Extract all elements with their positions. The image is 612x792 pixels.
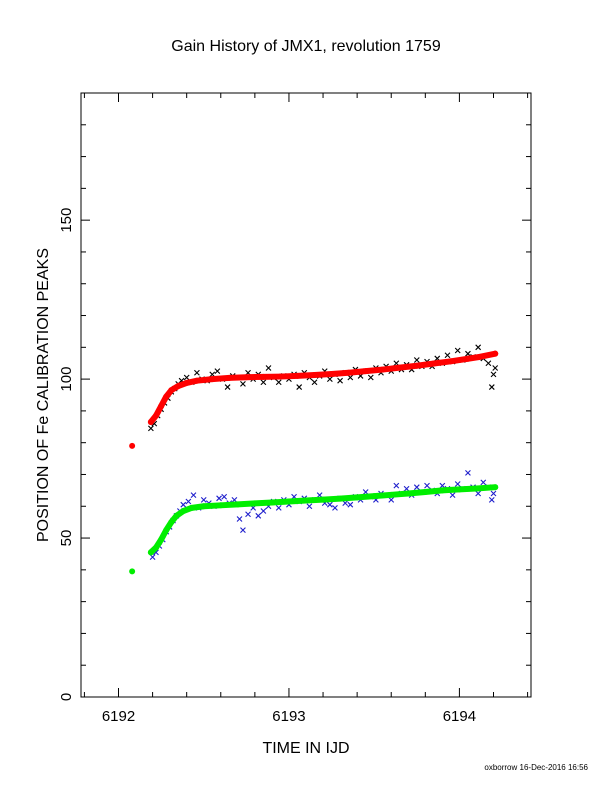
data-point	[337, 377, 343, 384]
data-point	[424, 482, 430, 489]
data-point	[311, 379, 318, 386]
data-point	[490, 371, 497, 378]
data-point	[444, 352, 451, 359]
data-point	[475, 490, 482, 497]
data-point	[388, 497, 395, 503]
data-point	[275, 504, 282, 511]
data-point	[465, 350, 471, 357]
data-point	[224, 384, 231, 390]
data-point	[342, 500, 349, 506]
series-3	[129, 484, 499, 575]
data-point	[332, 504, 338, 511]
data-point	[260, 379, 267, 386]
data-point	[475, 344, 482, 351]
data-point	[275, 379, 282, 386]
data-point	[149, 554, 156, 561]
data-point	[221, 493, 228, 500]
chart-title: Gain History of JMX1, revolution 1759	[171, 38, 441, 55]
fit-point	[129, 442, 136, 449]
data-point	[265, 365, 272, 371]
data-point	[236, 516, 243, 522]
data-point	[480, 479, 487, 486]
data-point	[347, 374, 354, 381]
data-point	[200, 497, 207, 503]
data-point	[413, 484, 420, 491]
data-point	[240, 380, 246, 387]
data-point	[492, 365, 499, 371]
y-tick-label: 150	[58, 208, 75, 233]
data-point	[413, 357, 420, 363]
data-point	[194, 369, 200, 376]
y-axis-label: POSITION OF Fe CALIBRATION PEAKS	[35, 248, 52, 542]
data-point	[183, 374, 190, 381]
data-point	[255, 512, 262, 519]
data-point	[488, 497, 495, 503]
series-0	[147, 344, 499, 432]
data-point	[439, 482, 446, 489]
y-tick-label: 50	[58, 530, 75, 547]
fit-line	[147, 484, 499, 556]
data-point	[465, 469, 471, 476]
data-point	[245, 511, 251, 518]
data-point	[216, 495, 222, 502]
axis-ticks	[81, 92, 531, 698]
data-point	[190, 492, 197, 499]
data-point	[214, 368, 221, 375]
x-tick-label: 6192	[102, 708, 135, 725]
data-point	[488, 384, 495, 390]
data-point	[326, 501, 333, 508]
data-point	[306, 503, 313, 510]
x-axis-label: TIME IN IJD	[262, 740, 349, 757]
data-point	[185, 498, 192, 505]
y-tick-label: 0	[58, 693, 75, 701]
data-point	[180, 501, 187, 508]
fit-line	[147, 350, 499, 426]
data-point	[393, 482, 400, 489]
data-point	[449, 492, 456, 499]
data-point	[147, 425, 154, 432]
data-point	[454, 347, 461, 354]
tick-labels: 6192 6193 6194 0 50 100 150	[58, 208, 476, 725]
data-point	[296, 384, 303, 390]
series-1	[149, 469, 497, 561]
data-point	[485, 360, 492, 367]
series-2	[129, 350, 499, 449]
data-point	[260, 508, 267, 514]
data-point	[240, 527, 246, 533]
footer-credit: oxborrow 16-Dec-2016 16:56	[484, 763, 588, 772]
data-point	[347, 501, 354, 508]
plot-frame	[80, 92, 532, 698]
x-tick-label: 6194	[443, 708, 476, 725]
data-point	[326, 376, 333, 382]
data-marks	[129, 344, 499, 575]
data-point	[403, 485, 410, 492]
x-tick-label: 6193	[272, 708, 305, 725]
fit-point	[129, 568, 136, 575]
y-tick-label: 100	[58, 367, 75, 392]
data-point	[367, 374, 374, 381]
data-point	[454, 481, 461, 487]
data-point	[490, 490, 497, 497]
